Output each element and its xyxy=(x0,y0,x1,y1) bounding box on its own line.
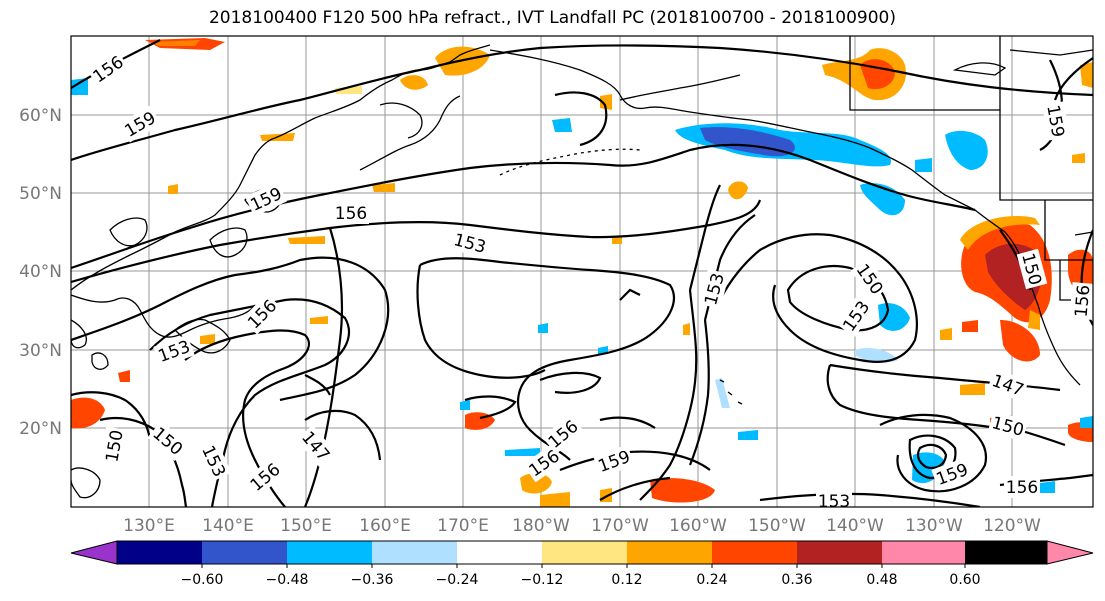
colorbar-segment xyxy=(542,541,627,564)
colorbar-segment xyxy=(457,541,542,564)
colorbar-tick-label: −0.48 xyxy=(266,572,309,588)
plot-frame xyxy=(70,35,1094,508)
colorbar-segment xyxy=(882,541,965,564)
colorbar-segment xyxy=(797,541,882,564)
colorbar-segment xyxy=(372,541,457,564)
colorbar-tick-label: 0.36 xyxy=(781,572,812,588)
colorbar-segment xyxy=(202,541,287,564)
colorbar-tick-label: −0.36 xyxy=(351,572,394,588)
colorbar-tick-label: −0.12 xyxy=(521,572,564,588)
colorbar-tick-label: 0.60 xyxy=(949,572,980,588)
lon-label: 160°E xyxy=(359,516,411,536)
colorbar-segment xyxy=(712,541,797,564)
gridlines xyxy=(71,36,1093,507)
lon-label: 140°E xyxy=(202,516,254,536)
contour-label: 153 xyxy=(818,492,850,512)
lat-label: 20°N xyxy=(19,419,62,439)
colorbar-tick-label: −0.60 xyxy=(181,572,224,588)
colorbar-segment xyxy=(627,541,712,564)
lon-label: 170°W xyxy=(591,516,649,536)
lat-label: 40°N xyxy=(19,262,62,282)
colorbar: −0.60 −0.48 −0.36 −0.24 −0.12 0.12 0.24 … xyxy=(70,540,1094,588)
colorbar-segment xyxy=(287,541,372,564)
lon-label: 160°W xyxy=(669,516,727,536)
colorbar-tick-label: 0.24 xyxy=(696,572,727,588)
shaded-ivt-field xyxy=(71,38,1093,507)
lon-label: 170°E xyxy=(437,516,489,536)
lon-label: 150°W xyxy=(748,516,806,536)
map-title: 2018100400 F120 500 hPa refract., IVT La… xyxy=(208,8,896,28)
colorbar-extend-high xyxy=(1046,540,1094,565)
colorbar-extend-low xyxy=(70,540,118,565)
contour-label: 156 xyxy=(335,204,367,224)
lat-label: 60°N xyxy=(19,106,62,126)
colorbar-segment xyxy=(117,541,202,564)
contour-labels: 156 159 159 156 153 156 153 150 153 147 … xyxy=(86,49,1095,512)
colorbar-tick-label: 0.12 xyxy=(611,572,642,588)
lon-label: 150°E xyxy=(280,516,332,536)
longitude-labels: 130°E 140°E 150°E 160°E 170°E 180°W 170°… xyxy=(123,516,1041,536)
lon-label: 140°W xyxy=(826,516,884,536)
lat-label: 50°N xyxy=(19,184,62,204)
lon-label: 180°W xyxy=(512,516,570,536)
colorbar-tick-label: −0.24 xyxy=(436,572,479,588)
lon-label: 130°W xyxy=(905,516,963,536)
colorbar-segment xyxy=(965,541,1047,564)
latitude-labels: 60°N 50°N 40°N 30°N 20°N xyxy=(19,106,62,439)
lon-label: 120°W xyxy=(983,516,1041,536)
colorbar-ticks xyxy=(201,564,966,568)
contour-label: 156 xyxy=(1072,284,1095,318)
colorbar-tick-label: 0.48 xyxy=(866,572,897,588)
lon-label: 130°E xyxy=(123,516,175,536)
coastlines xyxy=(71,36,1093,499)
lat-label: 30°N xyxy=(19,341,62,361)
contour-label: 156 xyxy=(1006,478,1038,498)
